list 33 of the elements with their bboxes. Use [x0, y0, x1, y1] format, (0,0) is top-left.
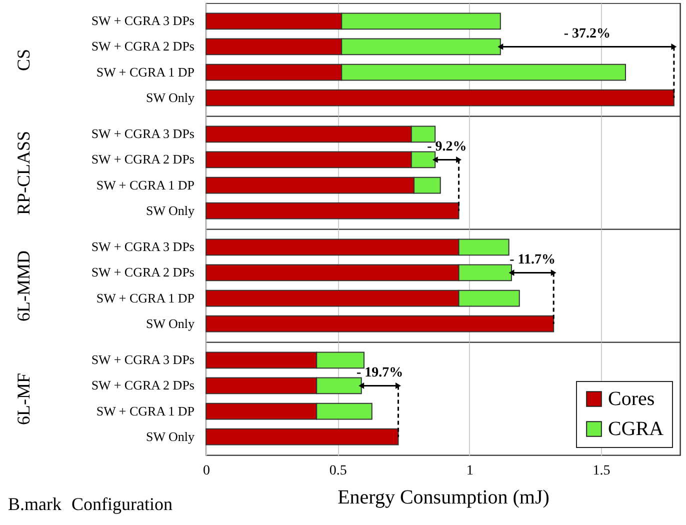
- annotation: - 9.2%: [427, 140, 467, 155]
- legend-label: Cores: [608, 388, 655, 410]
- annotation: - 37.2%: [564, 26, 611, 42]
- y-tick-label: SW Only: [146, 90, 195, 105]
- y-tick-label: SW + CGRA 3 DPs: [91, 13, 194, 28]
- y-tick-label: SW Only: [146, 316, 195, 331]
- x-tick-label: 0: [203, 464, 210, 478]
- y-tick-label: SW + CGRA 3 DPs: [91, 352, 194, 368]
- y-tick-label: SW + CGRA 1 DP: [96, 290, 194, 306]
- y-tick-label: SW + CGRA 2 DPs: [91, 264, 194, 280]
- text: B.mark: [8, 494, 62, 514]
- annotation: - 19.7%: [356, 366, 404, 381]
- y-tick-label: SW + CGRA 1 DP: [96, 64, 194, 80]
- y-axis-title: 6L-MF: [14, 372, 34, 426]
- x-tick-label: 0.5: [329, 464, 347, 478]
- y-tick-label: SW + CGRA 3 DPs: [91, 239, 194, 254]
- x-axis-title: Energy Consumption (mJ): [338, 486, 550, 508]
- y-tick-label: SW + CGRA 1 DP: [96, 177, 194, 192]
- x-tick-label: 1.5: [592, 464, 610, 478]
- y-axis-title: RP-CLASS: [14, 130, 34, 216]
- y-tick-label: SW Only: [146, 428, 195, 444]
- legend-label: CGRA: [608, 418, 664, 440]
- y-tick-label: SW + CGRA 2 DPs: [91, 38, 194, 54]
- y-tick-label: SW + CGRA 3 DPs: [91, 126, 194, 142]
- y-tick-label: SW + CGRA 2 DPs: [91, 378, 194, 393]
- y-tick-label: SW + CGRA 1 DP: [96, 403, 194, 418]
- annotation: - 11.7%: [510, 252, 556, 268]
- y-axis-title: CS: [14, 48, 34, 72]
- y-tick-label: SW + CGRA 2 DPs: [91, 152, 194, 167]
- y-tick-label: SW Only: [146, 202, 195, 218]
- text: Configuration: [72, 494, 172, 514]
- y-axis-title: 6L-MMD: [14, 250, 34, 322]
- x-tick-label: 1: [466, 464, 474, 478]
